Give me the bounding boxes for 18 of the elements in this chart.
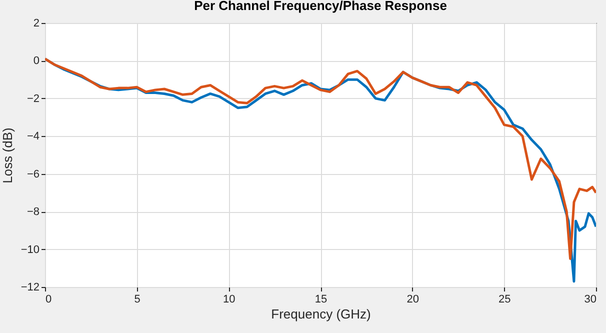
y-axis-title: Loss (dB) [0,128,15,184]
y-tick-label: −6 [26,168,40,180]
y-tick-label: −12 [20,282,40,294]
y-tick-label: 2 [33,18,40,30]
x-tick-label: 25 [498,294,511,306]
x-tick-label: 15 [314,294,328,306]
x-tick-label: 30 [584,294,596,306]
x-tick-label: 10 [223,294,236,306]
y-tick-label: −4 [26,130,40,143]
x-tick-label: 5 [134,294,140,306]
y-tick-label: −10 [20,244,40,256]
chart-title: Per Channel Frequency/Phase Response [194,0,447,13]
y-tick-label: −2 [26,92,40,105]
x-axis-title: Frequency (GHz) [271,306,371,322]
y-tick-label: 0 [33,55,40,68]
y-tick-label: −8 [26,206,40,218]
x-tick-label: 20 [406,294,419,306]
x-tick-label: 0 [46,294,52,306]
